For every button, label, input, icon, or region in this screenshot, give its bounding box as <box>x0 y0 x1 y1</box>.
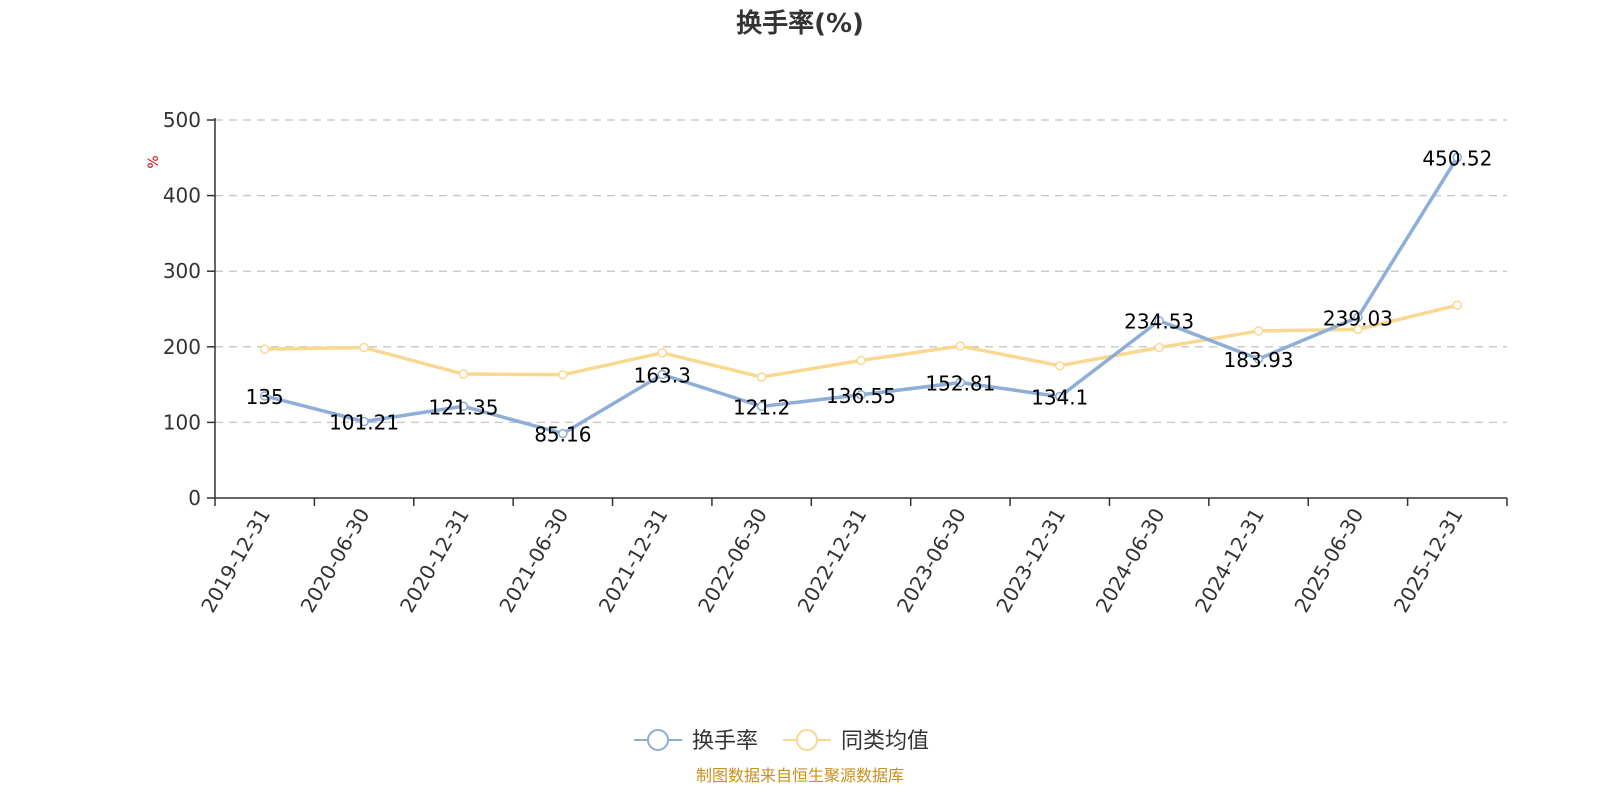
data-label-3: 85.16 <box>534 423 591 447</box>
legend[interactable]: 换手率 同类均值 <box>634 729 929 754</box>
series-1-point-11 <box>1353 324 1363 335</box>
x-tick-label-2: 2020-12-31 <box>395 504 474 617</box>
x-tick-label-7: 2023-06-30 <box>892 504 971 617</box>
series-0-point-4 <box>657 369 667 380</box>
data-label-0: 135 <box>246 385 284 409</box>
legend-label-1[interactable]: 同类均值 <box>841 729 929 754</box>
data-label-7: 152.81 <box>925 371 995 395</box>
series-1-point-2 <box>458 369 469 379</box>
x-tick-label-1: 2020-06-30 <box>296 504 375 617</box>
y-tick-label-4: 400 <box>163 184 201 208</box>
series-1-point-3 <box>558 370 568 380</box>
series-0-point-1 <box>359 416 369 427</box>
data-label-12: 450.52 <box>1422 146 1492 170</box>
data-label-4: 163.3 <box>634 364 691 388</box>
x-tick-label-11: 2025-06-30 <box>1289 504 1368 617</box>
x-tick-label-6: 2022-12-31 <box>792 504 871 617</box>
series-0-point-0 <box>259 391 270 401</box>
series-0-point-11 <box>1353 312 1363 323</box>
data-label-5: 121.2 <box>733 395 790 419</box>
x-tick-label-3: 2021-06-30 <box>494 504 573 617</box>
x-tick-label-9: 2024-06-30 <box>1091 504 1170 617</box>
x-tick-label-0: 2019-12-31 <box>196 504 275 617</box>
series-0-point-6 <box>856 390 866 400</box>
series-1-point-6 <box>856 355 866 366</box>
series-0-point-2 <box>458 401 469 412</box>
y-tick-labels: 0 100 200 300 400 500 <box>163 108 201 510</box>
series-0-point-5 <box>756 401 767 412</box>
x-tick-label-12: 2025-12-31 <box>1389 504 1468 617</box>
legend-marker-0[interactable] <box>647 729 669 751</box>
series-1-point-8 <box>1055 360 1065 371</box>
series-group <box>259 152 1463 439</box>
legend-marker-1[interactable] <box>796 729 818 751</box>
y-axis-unit: % <box>146 155 162 168</box>
series-1-point-5 <box>756 372 767 382</box>
data-label-6: 136.55 <box>826 384 896 408</box>
y-tick-label-2: 200 <box>163 335 201 359</box>
series-1-point-4 <box>657 348 667 358</box>
series-0-point-10 <box>1253 354 1264 364</box>
x-tick-label-4: 2021-12-31 <box>594 504 673 617</box>
series-0-point-9 <box>1154 315 1164 326</box>
series-0-point-8 <box>1055 391 1065 402</box>
series-1-point-9 <box>1154 342 1164 353</box>
series-1-point-10 <box>1253 326 1264 336</box>
series-0-point-3 <box>558 428 568 439</box>
series-1-point-1 <box>359 342 369 353</box>
x-tick-label-5: 2022-06-30 <box>693 504 772 617</box>
chart-title: 换手率(%) <box>736 8 864 39</box>
y-tick-label-3: 300 <box>163 259 201 283</box>
x-tick-label-8: 2023-12-31 <box>991 504 1070 617</box>
y-tick-label-5: 500 <box>163 108 201 132</box>
axes <box>207 118 1508 506</box>
y-tick-label-1: 100 <box>163 410 201 434</box>
series-0-point-7 <box>955 377 966 388</box>
series-0-point-12 <box>1452 152 1463 163</box>
data-label-8: 134.1 <box>1031 386 1088 410</box>
data-label-10: 183.93 <box>1224 348 1294 372</box>
data-labels: 135 101.21 121.35 85.16 163.3 121.2 136.55 152.… <box>246 146 1493 446</box>
legend-label-0[interactable]: 换手率 <box>692 729 758 754</box>
x-tick-label-10: 2024-12-31 <box>1190 504 1269 617</box>
x-tick-labels: 2019-12-31 2020-06-30 2020-12-31 2021-06-30… <box>196 504 1468 617</box>
series-1-point-12 <box>1452 300 1463 310</box>
data-source-note: 制图数据来自恒生聚源数据库 <box>696 766 904 785</box>
data-label-1: 101.21 <box>329 410 399 434</box>
y-tick-label-0: 0 <box>188 486 201 510</box>
series-1-point-7 <box>955 341 966 351</box>
data-label-2: 121.35 <box>428 395 498 419</box>
grid-lines <box>215 119 1507 424</box>
series-1-point-0 <box>259 344 270 354</box>
data-label-9: 234.53 <box>1124 310 1194 334</box>
data-label-11: 239.03 <box>1323 306 1393 330</box>
